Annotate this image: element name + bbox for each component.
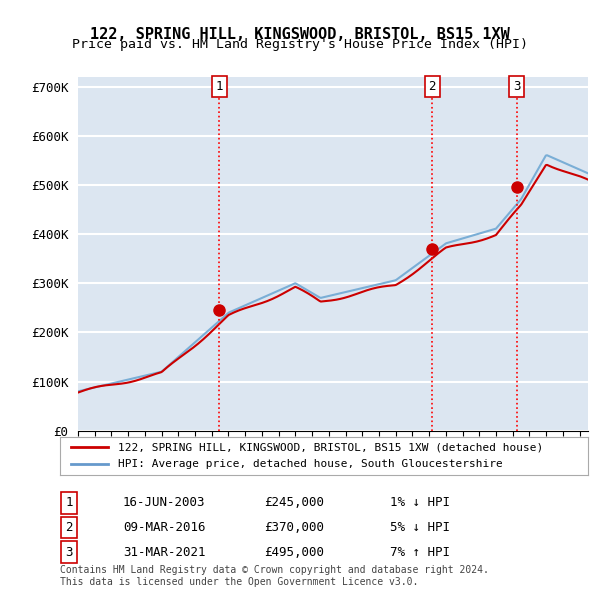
Text: 1: 1 bbox=[216, 80, 223, 93]
Text: £370,000: £370,000 bbox=[264, 521, 324, 534]
Text: 31-MAR-2021: 31-MAR-2021 bbox=[123, 546, 205, 559]
Text: 09-MAR-2016: 09-MAR-2016 bbox=[123, 521, 205, 534]
Text: 1% ↓ HPI: 1% ↓ HPI bbox=[390, 496, 450, 509]
Text: 2: 2 bbox=[428, 80, 436, 93]
Text: 3: 3 bbox=[513, 80, 521, 93]
Text: 16-JUN-2003: 16-JUN-2003 bbox=[123, 496, 205, 509]
Text: 5% ↓ HPI: 5% ↓ HPI bbox=[390, 521, 450, 534]
Text: Contains HM Land Registry data © Crown copyright and database right 2024.
This d: Contains HM Land Registry data © Crown c… bbox=[60, 565, 489, 587]
Text: 7% ↑ HPI: 7% ↑ HPI bbox=[390, 546, 450, 559]
Text: HPI: Average price, detached house, South Gloucestershire: HPI: Average price, detached house, Sout… bbox=[118, 459, 503, 469]
Text: 1: 1 bbox=[65, 496, 73, 509]
Text: Price paid vs. HM Land Registry's House Price Index (HPI): Price paid vs. HM Land Registry's House … bbox=[72, 38, 528, 51]
Text: £245,000: £245,000 bbox=[264, 496, 324, 509]
Text: 3: 3 bbox=[65, 546, 73, 559]
Text: 2: 2 bbox=[65, 521, 73, 534]
Text: £495,000: £495,000 bbox=[264, 546, 324, 559]
Text: 122, SPRING HILL, KINGSWOOD, BRISTOL, BS15 1XW (detached house): 122, SPRING HILL, KINGSWOOD, BRISTOL, BS… bbox=[118, 442, 544, 453]
Text: 122, SPRING HILL, KINGSWOOD, BRISTOL, BS15 1XW: 122, SPRING HILL, KINGSWOOD, BRISTOL, BS… bbox=[90, 27, 510, 41]
